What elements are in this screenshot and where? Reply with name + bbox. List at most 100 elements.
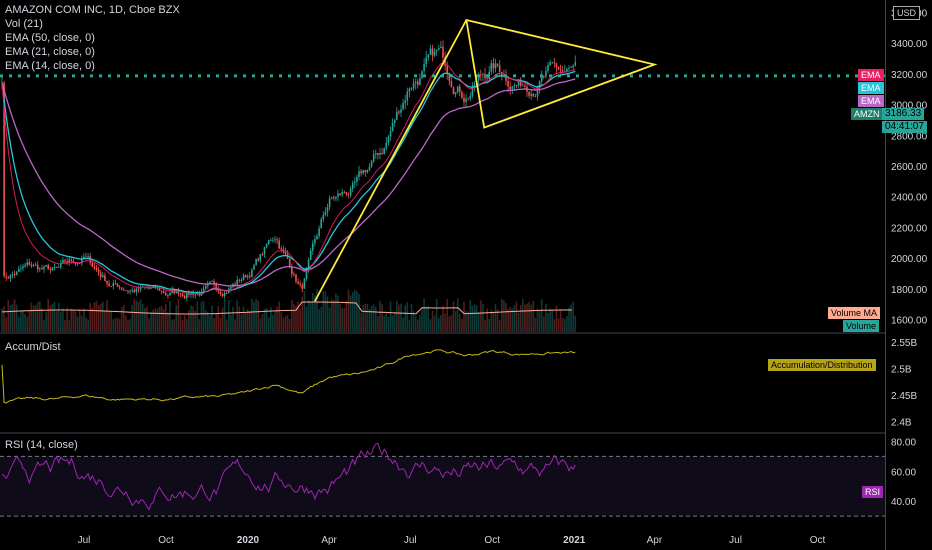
candle-body (133, 289, 136, 293)
candle-body (34, 264, 37, 266)
candle-body (412, 83, 415, 89)
candle-body (3, 82, 5, 277)
volume-bar (385, 311, 388, 332)
accdist-title[interactable]: Accum/Dist (5, 341, 61, 353)
price-pane[interactable] (0, 18, 885, 334)
candle-body (463, 97, 465, 102)
volume-bar (393, 312, 396, 332)
volume-bar (171, 319, 173, 332)
candle-body (22, 266, 24, 269)
volume-bar (173, 319, 175, 332)
volume-bar (116, 317, 119, 332)
candle-body (393, 119, 396, 123)
volume-bar (553, 319, 556, 332)
candle-body (158, 287, 161, 291)
volume-bar (183, 315, 186, 332)
candle-body (120, 287, 123, 290)
candle-body (114, 283, 117, 285)
volume-bar (423, 298, 425, 332)
candle-body (509, 86, 511, 90)
volume-bar (333, 300, 335, 332)
candle-body (150, 287, 152, 289)
candle-body (375, 153, 377, 155)
candle-body (347, 194, 350, 196)
price-axis[interactable]: 3600.003400.003200.003000.002800.002600.… (885, 0, 928, 550)
time-axis[interactable]: Jul Oct 2020 Apr Jul Oct 2021 Apr Jul Oct (78, 535, 826, 546)
candle-body (301, 284, 304, 289)
volume-bar (446, 299, 448, 332)
ema21-legend[interactable]: EMA (21, close, 0) (5, 46, 95, 58)
volume-bar (89, 303, 91, 332)
candle-body (398, 111, 400, 113)
candle-body (102, 275, 104, 277)
symbol-title[interactable]: AMAZON COM INC, 1D, Cboe BZX (5, 4, 180, 16)
ema50-legend[interactable]: EMA (50, close, 0) (5, 32, 95, 44)
volume-bar (496, 309, 499, 332)
currency-button[interactable]: USD (893, 6, 921, 20)
ema14-tag: EMA (858, 95, 884, 107)
volume-bar (574, 315, 577, 332)
price-tick-label: 1800.00 (891, 285, 928, 296)
candle-body (211, 281, 213, 282)
candle-body (501, 72, 503, 77)
volume-bar (225, 319, 228, 332)
rsi-tick-label: 80.00 (891, 437, 916, 448)
candle-body (198, 293, 201, 296)
candle-body (242, 275, 245, 281)
volume-bar (188, 310, 190, 332)
volume-bar (425, 306, 427, 332)
accdist-line (1, 349, 576, 404)
candle-body (213, 281, 215, 285)
volume-bar (517, 312, 520, 332)
accdist-pane[interactable] (0, 349, 885, 434)
volume-bar (1, 308, 3, 332)
volume-bar (127, 319, 129, 332)
volume-bar (339, 304, 341, 332)
volume-bar (551, 309, 553, 332)
candle-body (511, 86, 514, 90)
volume-bar (150, 312, 152, 332)
ema14-line (1, 62, 576, 295)
ema14-legend[interactable]: EMA (14, close, 0) (5, 60, 95, 72)
candle-body (406, 91, 409, 101)
volume-bar (18, 316, 20, 332)
volume-bar (456, 298, 459, 332)
rsi-tag: RSI (862, 486, 884, 498)
candle-body (53, 267, 56, 269)
candle-body (129, 291, 131, 292)
accdist-tag: Accumulation/Distribution (768, 359, 876, 371)
volume-bar (190, 305, 192, 332)
volume-bar (452, 301, 455, 332)
volume-bar (253, 301, 255, 332)
candle-body (125, 290, 127, 292)
candle-body (43, 266, 45, 270)
volume-bar (396, 300, 398, 332)
candle-body (295, 274, 297, 282)
candle-body (456, 86, 459, 93)
candle-body (169, 292, 171, 296)
rsi-pane[interactable] (0, 442, 885, 517)
candle-body (36, 264, 39, 270)
vol-legend[interactable]: Vol (21) (5, 18, 43, 30)
volume-bar (179, 315, 182, 332)
candle-body (118, 286, 121, 288)
candle-body (97, 270, 100, 273)
candle-body (339, 193, 341, 195)
rsi-tick-label: 60.00 (891, 467, 916, 478)
volume-bar (312, 292, 314, 332)
candle-body (429, 48, 432, 55)
candle-body (356, 176, 358, 182)
rsi-title[interactable]: RSI (14, close) (5, 439, 78, 451)
candle-body (561, 70, 564, 72)
volume-bar (244, 312, 247, 332)
volume-bar (55, 311, 58, 332)
price-tick-label: 3400.00 (891, 39, 928, 50)
volume-bar (494, 304, 497, 332)
candle-body (238, 279, 241, 281)
volume-bar (249, 310, 251, 332)
volume-bar (307, 300, 310, 332)
volume-bar (95, 301, 98, 332)
volume-bar (49, 305, 52, 332)
candle-body (385, 142, 388, 149)
